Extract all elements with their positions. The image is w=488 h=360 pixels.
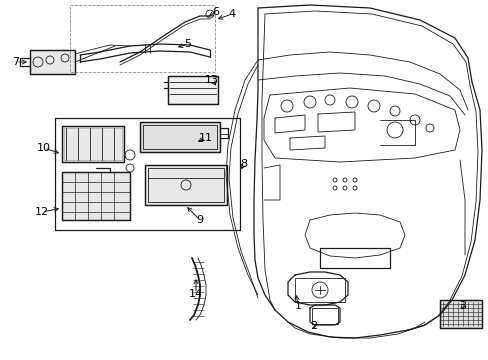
Text: 7: 7 [12,57,20,67]
Circle shape [332,186,336,190]
Text: 6: 6 [212,7,219,17]
Bar [168,76,218,104]
Text: 8: 8 [240,159,247,169]
Bar [439,300,481,328]
Bar [168,76,218,104]
Text: 12: 12 [35,207,49,217]
Text: 2: 2 [310,321,317,331]
Text: 10: 10 [37,143,51,153]
Bar [140,122,220,152]
Bar [148,168,224,202]
Bar [294,278,345,302]
Bar [140,122,220,152]
Text: 13: 13 [204,75,219,85]
Bar [62,126,124,162]
Bar [30,50,75,74]
Bar [62,172,130,220]
Text: 5: 5 [184,39,191,49]
Bar [311,308,337,324]
Text: 14: 14 [188,289,203,299]
Text: 3: 3 [459,301,466,311]
Circle shape [342,186,346,190]
Text: 1: 1 [294,301,301,311]
Bar [439,300,481,328]
Bar [145,165,226,205]
Bar [30,50,75,74]
Circle shape [342,178,346,182]
Circle shape [352,186,356,190]
Bar [142,125,217,149]
Text: 4: 4 [228,9,235,19]
Circle shape [332,178,336,182]
Bar [64,128,122,160]
Bar [62,172,130,220]
Text: 9: 9 [196,215,203,225]
Bar [145,165,226,205]
Text: 11: 11 [199,133,213,143]
Circle shape [352,178,356,182]
Bar [62,126,124,162]
